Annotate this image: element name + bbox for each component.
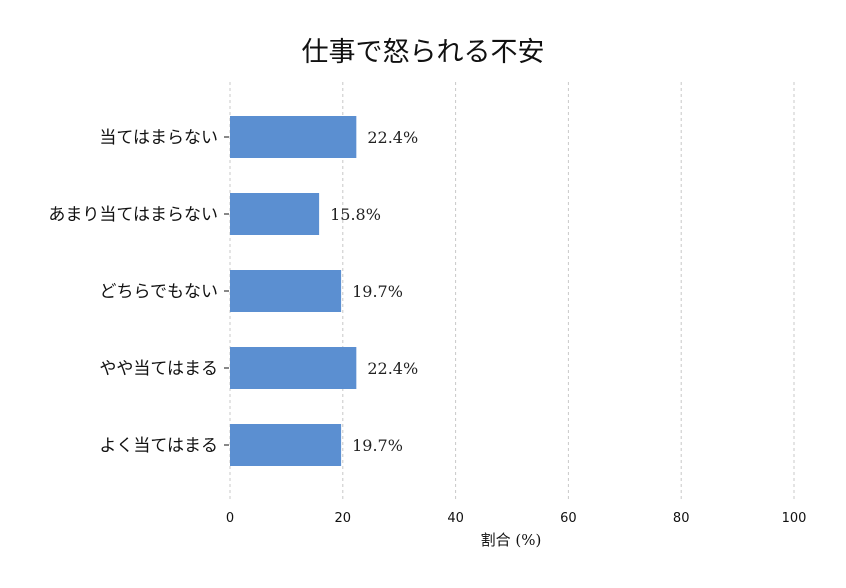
bar-1 <box>230 116 357 158</box>
x-tick-label-60: 60 <box>560 511 577 526</box>
value-label-2: 15.8% <box>330 205 381 224</box>
bar-2 <box>230 193 320 235</box>
bar-3 <box>230 270 342 312</box>
x-tick-label-0: 0 <box>226 511 234 526</box>
category-label-5: よく当てはまる <box>99 436 218 456</box>
value-label-4: 22.4% <box>367 359 418 378</box>
category-label-1: 当てはまらない <box>99 128 218 148</box>
value-labels: 22.4% 15.8% 19.7% 22.4% 19.7% <box>330 128 418 455</box>
bars <box>230 116 357 466</box>
x-tick-labels: 0 20 40 60 80 100 <box>226 511 807 526</box>
value-label-3: 19.7% <box>352 282 403 301</box>
x-tick-label-100: 100 <box>782 511 807 526</box>
x-tick-label-20: 20 <box>335 511 352 526</box>
category-label-2: あまり当てはまらない <box>48 205 218 225</box>
bar-5 <box>230 424 342 466</box>
bar-4 <box>230 347 357 389</box>
category-label-4: やや当てはまる <box>99 359 218 379</box>
x-tick-label-40: 40 <box>447 511 464 526</box>
chart-title: 仕事で怒られる不安 <box>302 37 545 68</box>
category-label-3: どちらでもない <box>100 282 219 302</box>
x-tick-label-80: 80 <box>673 511 690 526</box>
x-axis-label: 割合 (%) <box>481 531 542 549</box>
value-label-5: 19.7% <box>352 436 403 455</box>
value-label-1: 22.4% <box>367 128 418 147</box>
